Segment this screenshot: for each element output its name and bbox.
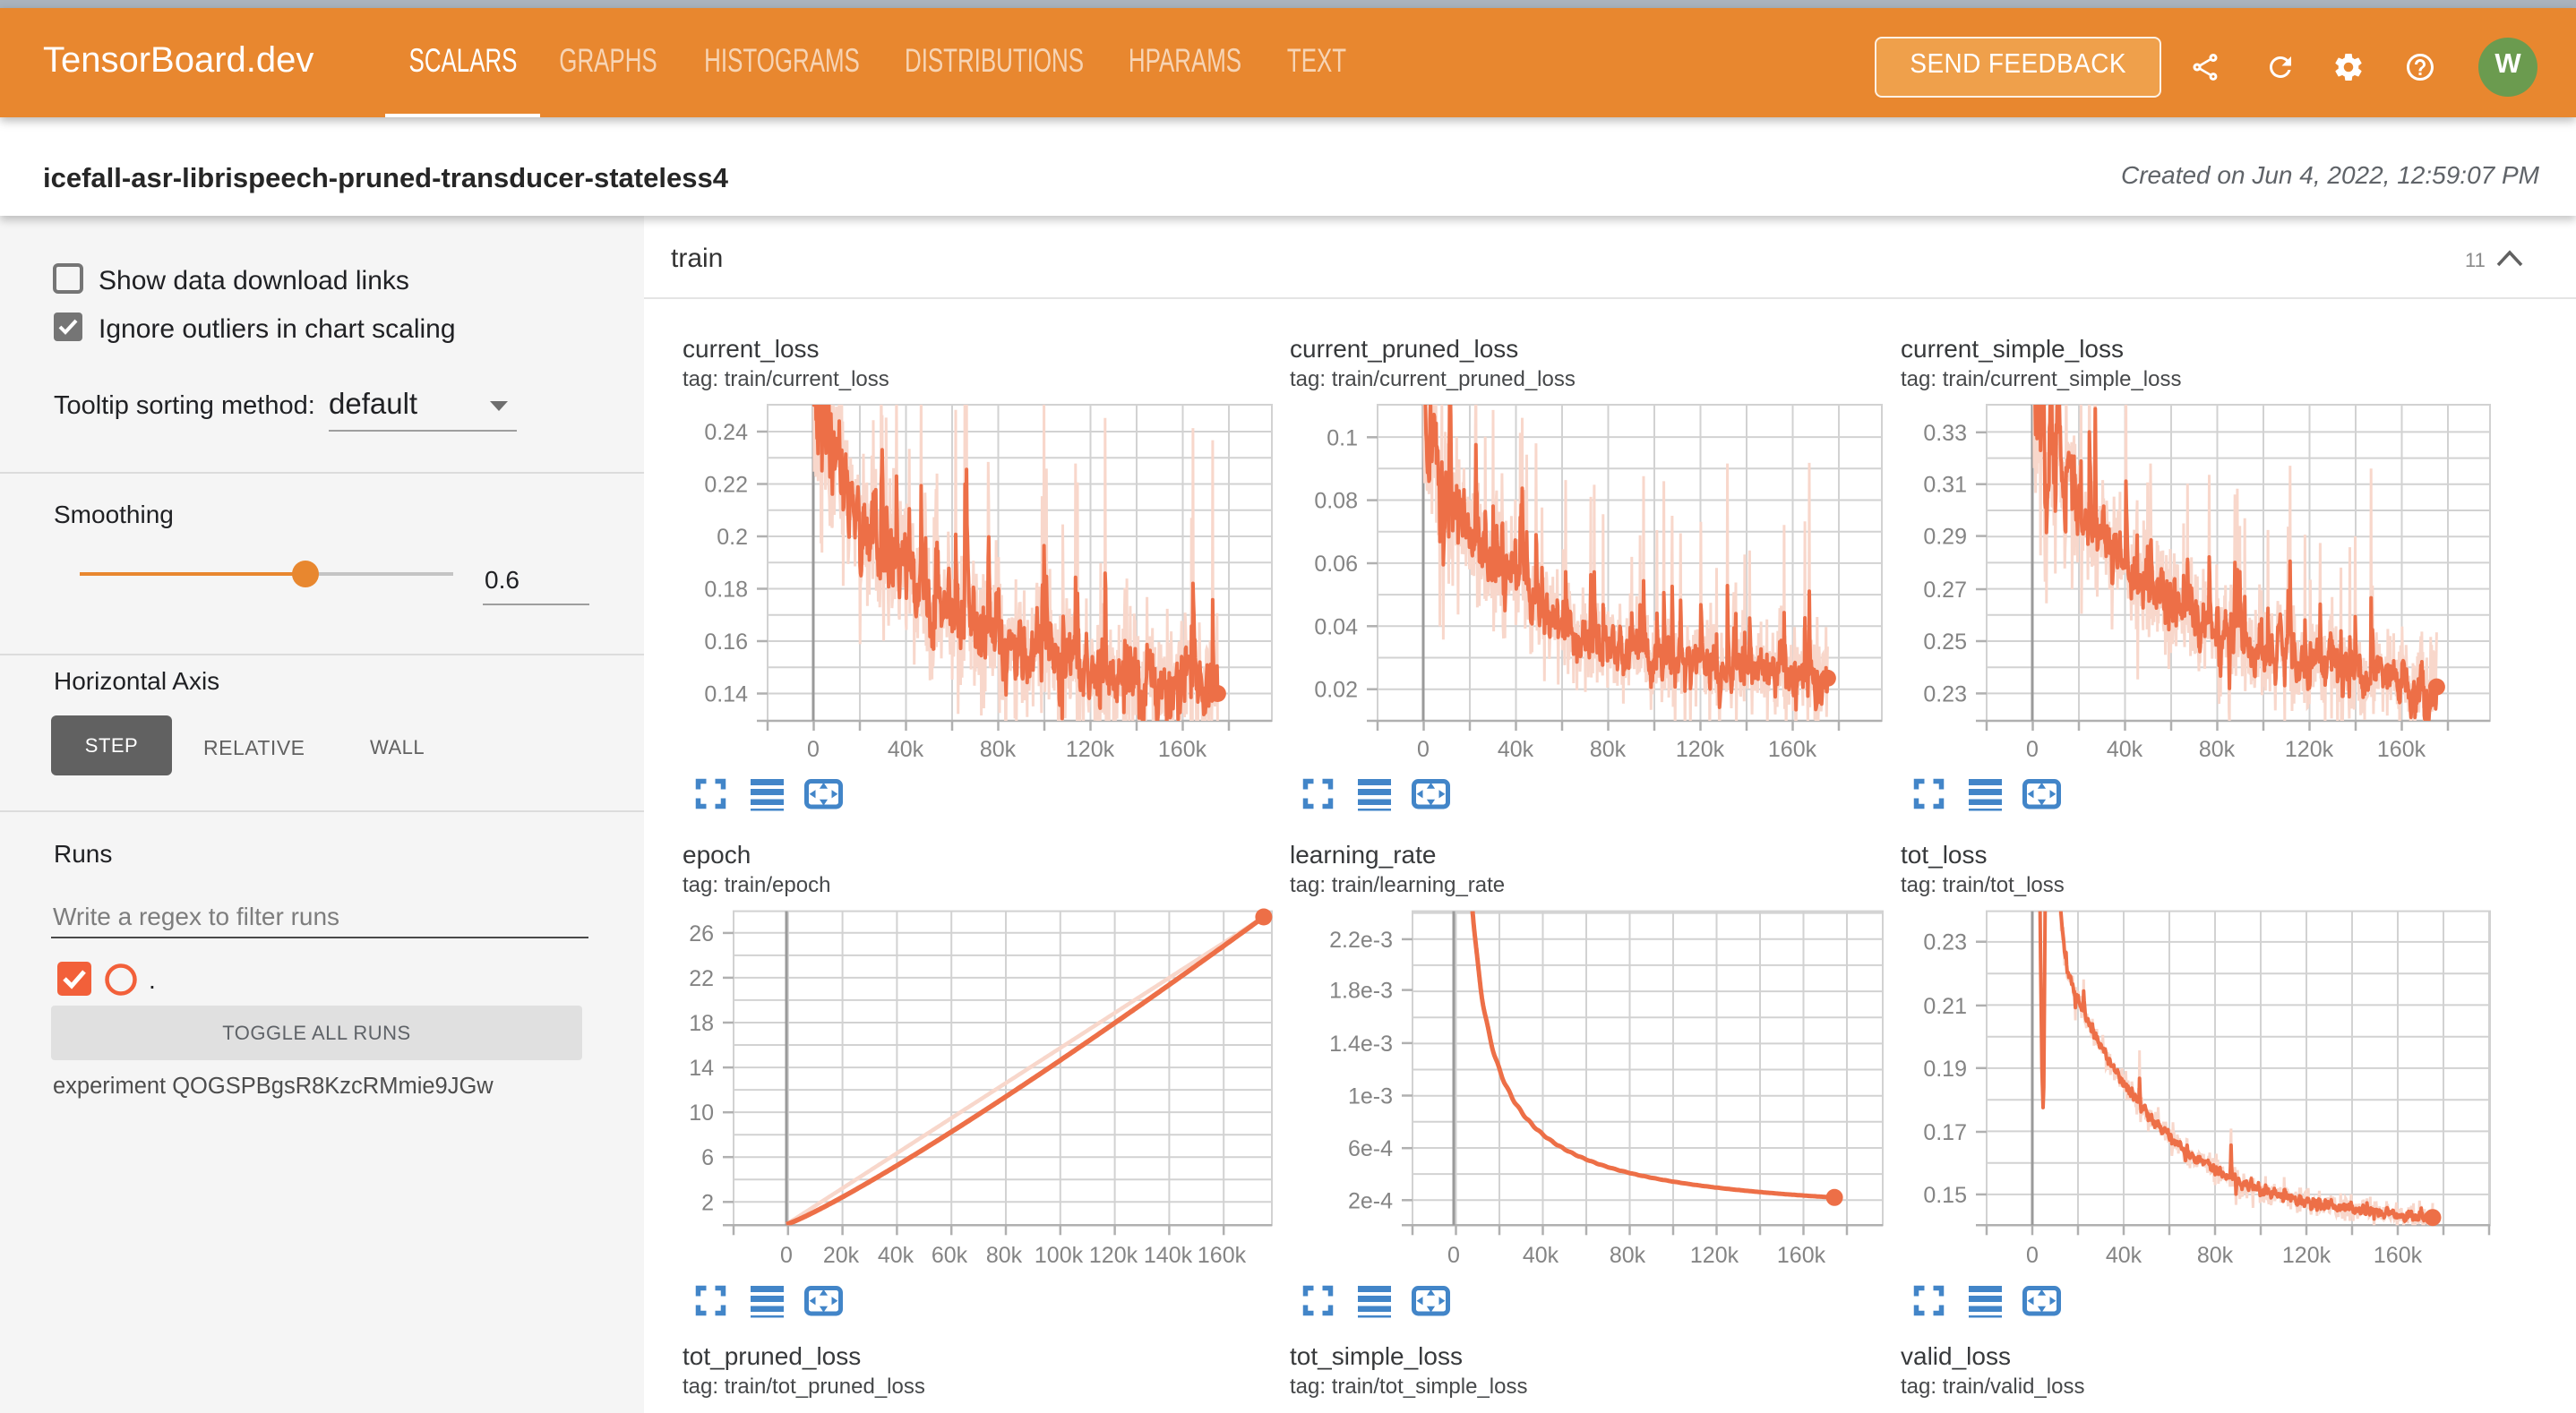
svg-text:1.4e-3: 1.4e-3	[1329, 1032, 1393, 1057]
svg-text:learning_rate: learning_rate	[1290, 841, 1436, 869]
svg-text:18: 18	[689, 1011, 714, 1036]
svg-text:80k: 80k	[980, 737, 1017, 762]
svg-text:26: 26	[689, 921, 714, 946]
svg-text:0.23: 0.23	[1923, 930, 1967, 955]
svg-text:0.21: 0.21	[1923, 994, 1967, 1019]
svg-text:80k: 80k	[986, 1243, 1023, 1268]
svg-text:0.19: 0.19	[1923, 1057, 1967, 1082]
svg-text:tag: train/current_loss: tag: train/current_loss	[683, 367, 889, 391]
svg-text:tag: train/tot_simple_loss: tag: train/tot_simple_loss	[1290, 1374, 1527, 1399]
svg-text:10: 10	[689, 1100, 714, 1126]
svg-text:160k: 160k	[1198, 1243, 1247, 1268]
svg-text:40k: 40k	[2106, 1243, 2142, 1268]
svg-text:tag: train/tot_loss: tag: train/tot_loss	[1901, 873, 2065, 897]
svg-text:0.29: 0.29	[1923, 525, 1967, 550]
svg-text:current_simple_loss: current_simple_loss	[1901, 335, 2124, 363]
svg-text:current_loss: current_loss	[683, 335, 820, 363]
svg-text:0.24: 0.24	[704, 420, 748, 445]
svg-text:0.15: 0.15	[1923, 1183, 1967, 1208]
svg-text:tot_loss: tot_loss	[1901, 841, 1988, 869]
svg-text:0: 0	[1447, 1243, 1460, 1268]
svg-text:40k: 40k	[888, 737, 924, 762]
svg-text:80k: 80k	[1590, 737, 1627, 762]
svg-text:0: 0	[807, 737, 820, 762]
svg-text:0.16: 0.16	[704, 629, 748, 655]
svg-text:0.06: 0.06	[1314, 552, 1358, 577]
svg-text:2.2e-3: 2.2e-3	[1329, 928, 1393, 953]
svg-text:tag: train/current_simple_loss: tag: train/current_simple_loss	[1901, 367, 2181, 391]
svg-text:tag: train/valid_loss: tag: train/valid_loss	[1901, 1374, 2084, 1399]
svg-text:0.02: 0.02	[1314, 678, 1358, 703]
svg-text:120k: 120k	[2282, 1243, 2331, 1268]
svg-text:6: 6	[701, 1145, 714, 1170]
svg-text:0: 0	[2026, 1243, 2039, 1268]
svg-text:0.31: 0.31	[1923, 473, 1967, 498]
svg-text:0: 0	[780, 1243, 793, 1268]
svg-text:0.08: 0.08	[1314, 489, 1358, 514]
svg-text:120k: 120k	[1089, 1243, 1138, 1268]
svg-text:40k: 40k	[2107, 737, 2143, 762]
svg-text:0.04: 0.04	[1314, 614, 1358, 639]
svg-text:1.8e-3: 1.8e-3	[1329, 979, 1393, 1004]
svg-text:100k: 100k	[1035, 1243, 1084, 1268]
svg-text:160k: 160k	[1768, 737, 1817, 762]
svg-text:epoch: epoch	[683, 841, 751, 869]
svg-text:tot_simple_loss: tot_simple_loss	[1290, 1342, 1463, 1370]
svg-text:80k: 80k	[2197, 1243, 2234, 1268]
svg-text:120k: 120k	[1676, 737, 1725, 762]
svg-text:22: 22	[689, 966, 714, 991]
svg-text:tag: train/learning_rate: tag: train/learning_rate	[1290, 873, 1505, 897]
svg-text:0.17: 0.17	[1923, 1120, 1967, 1145]
svg-text:80k: 80k	[1610, 1243, 1646, 1268]
svg-text:0.2: 0.2	[717, 525, 748, 550]
svg-text:tag: train/epoch: tag: train/epoch	[683, 873, 830, 897]
svg-text:120k: 120k	[1690, 1243, 1739, 1268]
svg-text:tot_pruned_loss: tot_pruned_loss	[683, 1342, 861, 1370]
svg-text:160k: 160k	[2374, 1243, 2423, 1268]
svg-text:2e-4: 2e-4	[1348, 1188, 1393, 1213]
svg-text:80k: 80k	[2199, 737, 2236, 762]
svg-text:20k: 20k	[823, 1243, 860, 1268]
svg-text:valid_loss: valid_loss	[1901, 1342, 2011, 1370]
svg-text:tag: train/current_pruned_loss: tag: train/current_pruned_loss	[1290, 367, 1576, 391]
svg-text:0.18: 0.18	[704, 578, 748, 603]
svg-text:0.1: 0.1	[1327, 425, 1358, 450]
svg-text:0.14: 0.14	[704, 682, 748, 707]
svg-text:6e-4: 6e-4	[1348, 1136, 1393, 1161]
svg-text:0.23: 0.23	[1923, 681, 1967, 706]
svg-text:160k: 160k	[2377, 737, 2426, 762]
svg-text:0.22: 0.22	[704, 473, 748, 498]
svg-text:140k: 140k	[1144, 1243, 1193, 1268]
svg-text:0.33: 0.33	[1923, 421, 1967, 446]
svg-text:120k: 120k	[2285, 737, 2334, 762]
svg-text:0: 0	[2026, 737, 2039, 762]
svg-text:120k: 120k	[1066, 737, 1115, 762]
svg-text:160k: 160k	[1158, 737, 1207, 762]
svg-text:60k: 60k	[932, 1243, 968, 1268]
svg-text:0.27: 0.27	[1923, 578, 1967, 603]
svg-text:160k: 160k	[1777, 1243, 1826, 1268]
svg-text:40k: 40k	[1523, 1243, 1559, 1268]
svg-text:1e-3: 1e-3	[1348, 1084, 1393, 1109]
svg-text:0: 0	[1417, 737, 1430, 762]
svg-text:current_pruned_loss: current_pruned_loss	[1290, 335, 1518, 363]
svg-text:40k: 40k	[878, 1243, 914, 1268]
svg-text:2: 2	[701, 1190, 714, 1215]
svg-text:tag: train/tot_pruned_loss: tag: train/tot_pruned_loss	[683, 1374, 925, 1399]
svg-text:0.25: 0.25	[1923, 629, 1967, 655]
svg-text:14: 14	[689, 1056, 714, 1081]
svg-text:40k: 40k	[1498, 737, 1534, 762]
